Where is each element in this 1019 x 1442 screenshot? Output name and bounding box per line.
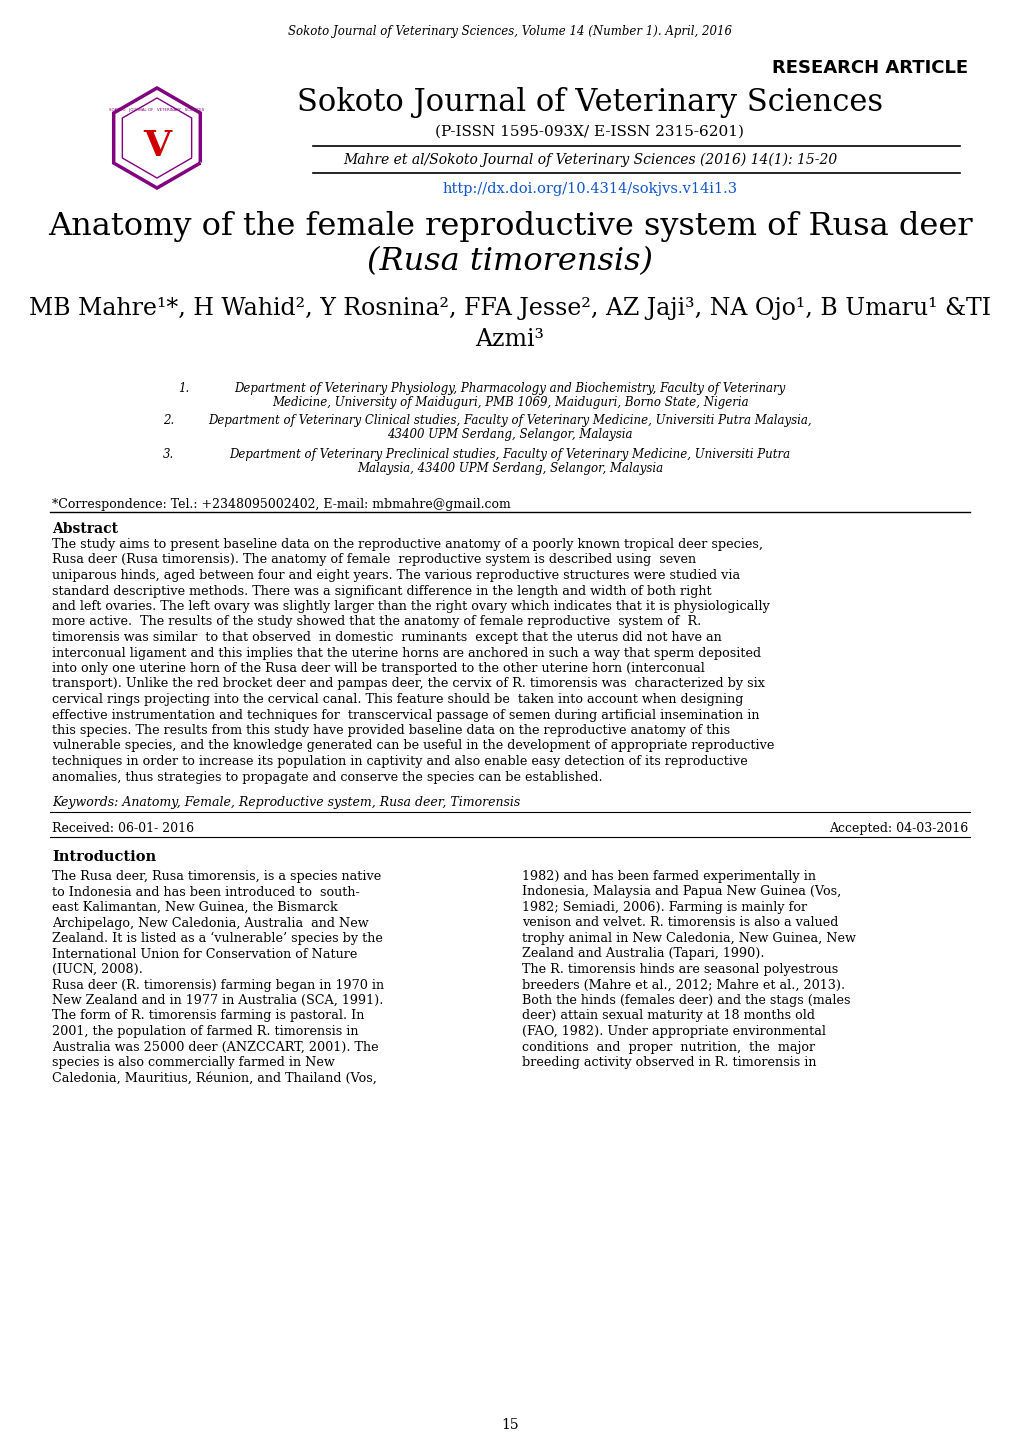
- Text: techniques in order to increase its population in captivity and also enable easy: techniques in order to increase its popu…: [52, 756, 747, 769]
- Text: Azmi³: Azmi³: [475, 329, 544, 352]
- Text: Department of Veterinary Clinical studies, Faculty of Veterinary Medicine, Unive: Department of Veterinary Clinical studie…: [208, 414, 811, 427]
- Text: MB Mahre¹*, H Wahid², Y Rosnina², FFA Jesse², AZ Jaji³, NA Ojo¹, B Umaru¹ &TI: MB Mahre¹*, H Wahid², Y Rosnina², FFA Je…: [29, 297, 990, 320]
- Text: 43400 UPM Serdang, Selangor, Malaysia: 43400 UPM Serdang, Selangor, Malaysia: [387, 428, 632, 441]
- Text: interconual ligament and this implies that the uterine horns are anchored in suc: interconual ligament and this implies th…: [52, 646, 760, 659]
- Text: anomalies, thus strategies to propagate and conserve the species can be establis: anomalies, thus strategies to propagate …: [52, 770, 602, 783]
- Text: deer) attain sexual maturity at 18 months old: deer) attain sexual maturity at 18 month…: [522, 1009, 814, 1022]
- Text: (IUCN, 2008).: (IUCN, 2008).: [52, 963, 143, 976]
- Text: Malaysia, 43400 UPM Serdang, Selangor, Malaysia: Malaysia, 43400 UPM Serdang, Selangor, M…: [357, 461, 662, 474]
- Text: *Correspondence: Tel.: +2348095002402, E-mail: mbmahre@gmail.com: *Correspondence: Tel.: +2348095002402, E…: [52, 497, 511, 510]
- Text: Sokoto Journal of Veterinary Sciences: Sokoto Journal of Veterinary Sciences: [297, 88, 882, 118]
- Text: conditions  and  proper  nutrition,  the  major: conditions and proper nutrition, the maj…: [522, 1041, 814, 1054]
- Text: cervical rings projecting into the cervical canal. This feature should be  taken: cervical rings projecting into the cervi…: [52, 694, 743, 707]
- Text: RESEARCH ARTICLE: RESEARCH ARTICLE: [771, 59, 967, 76]
- Text: trophy animal in New Caledonia, New Guinea, New: trophy animal in New Caledonia, New Guin…: [522, 932, 855, 945]
- Text: The form of R. timorensis farming is pastoral. In: The form of R. timorensis farming is pas…: [52, 1009, 364, 1022]
- Text: Zealand. It is listed as a ‘vulnerable’ species by the: Zealand. It is listed as a ‘vulnerable’ …: [52, 932, 382, 946]
- Text: V: V: [143, 128, 171, 163]
- Text: this species. The results from this study have provided baseline data on the rep: this species. The results from this stud…: [52, 724, 730, 737]
- Text: transport). Unlike the red brocket deer and pampas deer, the cervix of R. timore: transport). Unlike the red brocket deer …: [52, 678, 764, 691]
- Text: The study aims to present baseline data on the reproductive anatomy of a poorly : The study aims to present baseline data …: [52, 538, 762, 551]
- Text: to Indonesia and has been introduced to  south-: to Indonesia and has been introduced to …: [52, 885, 360, 898]
- Text: 15: 15: [500, 1417, 519, 1432]
- Text: (FAO, 1982). Under appropriate environmental: (FAO, 1982). Under appropriate environme…: [522, 1025, 825, 1038]
- Text: timorensis was similar  to that observed  in domestic  ruminants  except that th: timorensis was similar to that observed …: [52, 632, 721, 645]
- Text: Rusa deer (Rusa timorensis). The anatomy of female  reproductive system is descr: Rusa deer (Rusa timorensis). The anatomy…: [52, 554, 695, 567]
- Text: venison and velvet. R. timorensis is also a valued: venison and velvet. R. timorensis is als…: [522, 917, 838, 930]
- Text: Both the hinds (females deer) and the stags (males: Both the hinds (females deer) and the st…: [522, 994, 850, 1007]
- Text: 1982; Semiadi, 2006). Farming is mainly for: 1982; Semiadi, 2006). Farming is mainly …: [522, 901, 806, 914]
- Text: Accepted: 04-03-2016: Accepted: 04-03-2016: [828, 822, 967, 835]
- Text: vulnerable species, and the knowledge generated can be useful in the development: vulnerable species, and the knowledge ge…: [52, 740, 773, 753]
- Text: uniparous hinds, aged between four and eight years. The various reproductive str: uniparous hinds, aged between four and e…: [52, 570, 740, 583]
- Text: standard descriptive methods. There was a significant difference in the length a: standard descriptive methods. There was …: [52, 584, 711, 597]
- Text: The Rusa deer, Rusa timorensis, is a species native: The Rusa deer, Rusa timorensis, is a spe…: [52, 870, 381, 883]
- Text: more active.  The results of the study showed that the anatomy of female reprodu: more active. The results of the study sh…: [52, 616, 701, 629]
- Text: New Zealand and in 1977 in Australia (SCA, 1991).: New Zealand and in 1977 in Australia (SC…: [52, 994, 383, 1007]
- Text: breeders (Mahre et al., 2012; Mahre et al., 2013).: breeders (Mahre et al., 2012; Mahre et a…: [522, 979, 845, 992]
- Text: 1.: 1.: [178, 382, 190, 395]
- Text: 2.: 2.: [163, 414, 174, 427]
- Text: Caledonia, Mauritius, Réunion, and Thailand (Vos,: Caledonia, Mauritius, Réunion, and Thail…: [52, 1071, 376, 1084]
- Text: SOKOTO   JOURNAL OF   VETERINARY   SCIENCES: SOKOTO JOURNAL OF VETERINARY SCIENCES: [109, 108, 205, 112]
- Text: Australia was 25000 deer (ANZCCART, 2001). The: Australia was 25000 deer (ANZCCART, 2001…: [52, 1041, 378, 1054]
- Text: species is also commercially farmed in New: species is also commercially farmed in N…: [52, 1056, 334, 1069]
- Text: 1982) and has been farmed experimentally in: 1982) and has been farmed experimentally…: [522, 870, 815, 883]
- Text: http://dx.doi.org/10.4314/sokjvs.v14i1.3: http://dx.doi.org/10.4314/sokjvs.v14i1.3: [442, 182, 737, 196]
- Text: Keywords: Anatomy, Female, Reproductive system, Rusa deer, Timorensis: Keywords: Anatomy, Female, Reproductive …: [52, 796, 520, 809]
- Text: east Kalimantan, New Guinea, the Bismarck: east Kalimantan, New Guinea, the Bismarc…: [52, 901, 337, 914]
- Text: (P-ISSN 1595-093X/ E-ISSN 2315-6201): (P-ISSN 1595-093X/ E-ISSN 2315-6201): [435, 125, 744, 138]
- Text: Archipelago, New Caledonia, Australia  and New: Archipelago, New Caledonia, Australia an…: [52, 917, 368, 930]
- Text: Department of Veterinary Preclinical studies, Faculty of Veterinary Medicine, Un: Department of Veterinary Preclinical stu…: [229, 448, 790, 461]
- Text: Anatomy of the female reproductive system of Rusa deer: Anatomy of the female reproductive syste…: [48, 211, 971, 241]
- Text: breeding activity observed in R. timorensis in: breeding activity observed in R. timoren…: [522, 1056, 815, 1069]
- Text: Medicine, University of Maiduguri, PMB 1069, Maiduguri, Borno State, Nigeria: Medicine, University of Maiduguri, PMB 1…: [271, 397, 748, 410]
- Text: 2001, the population of farmed R. timorensis in: 2001, the population of farmed R. timore…: [52, 1025, 358, 1038]
- Text: and left ovaries. The left ovary was slightly larger than the right ovary which : and left ovaries. The left ovary was sli…: [52, 600, 769, 613]
- Text: 3.: 3.: [163, 448, 174, 461]
- Text: Sokoto Journal of Veterinary Sciences, Volume 14 (Number 1). April, 2016: Sokoto Journal of Veterinary Sciences, V…: [287, 26, 732, 39]
- Text: Department of Veterinary Physiology, Pharmacology and Biochemistry, Faculty of V: Department of Veterinary Physiology, Pha…: [234, 382, 785, 395]
- Text: Introduction: Introduction: [52, 849, 156, 864]
- Text: Mahre et al/Sokoto Journal of Veterinary Sciences (2016) 14(1): 15-20: Mahre et al/Sokoto Journal of Veterinary…: [342, 153, 837, 167]
- Text: Received: 06-01- 2016: Received: 06-01- 2016: [52, 822, 194, 835]
- Text: Rusa deer (R. timorensis) farming began in 1970 in: Rusa deer (R. timorensis) farming began …: [52, 979, 384, 992]
- Text: Abstract: Abstract: [52, 522, 118, 536]
- Text: Zealand and Australia (Tapari, 1990).: Zealand and Australia (Tapari, 1990).: [522, 947, 764, 960]
- Text: effective instrumentation and techniques for  transcervical passage of semen dur: effective instrumentation and techniques…: [52, 708, 759, 721]
- Text: International Union for Conservation of Nature: International Union for Conservation of …: [52, 947, 357, 960]
- Text: into only one uterine horn of the Rusa deer will be transported to the other ute: into only one uterine horn of the Rusa d…: [52, 662, 704, 675]
- Text: Indonesia, Malaysia and Papua New Guinea (Vos,: Indonesia, Malaysia and Papua New Guinea…: [522, 885, 841, 898]
- Text: (Rusa timorensis): (Rusa timorensis): [367, 247, 652, 277]
- Text: The R. timorensis hinds are seasonal polyestrous: The R. timorensis hinds are seasonal pol…: [522, 963, 838, 976]
